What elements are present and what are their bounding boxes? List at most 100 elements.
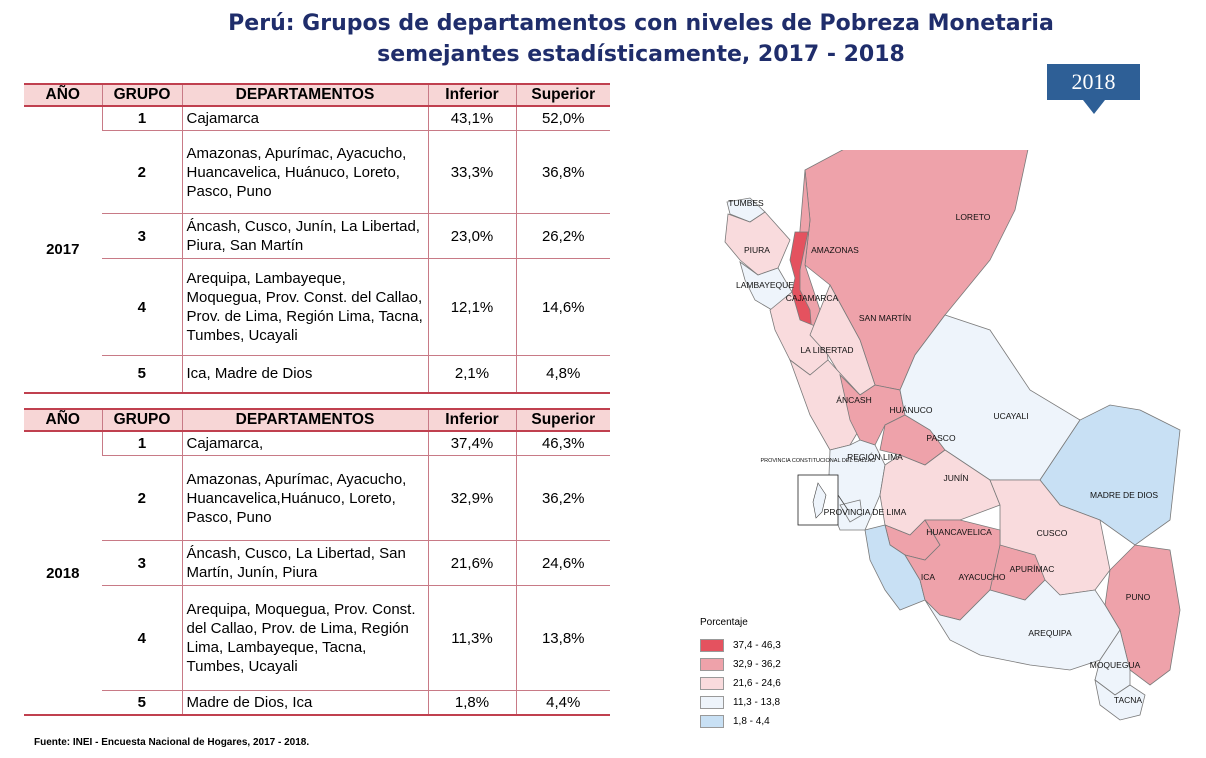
poverty-table-2017: AÑO GRUPO DEPARTAMENTOS Inferior Superio… bbox=[24, 83, 610, 394]
upper-cell: 13,8% bbox=[515, 585, 610, 691]
upper-cell: 52,0% bbox=[515, 106, 610, 131]
group-cell: 5 bbox=[102, 355, 182, 394]
region-tacna bbox=[1094, 679, 1146, 721]
lower-cell: 33,3% bbox=[427, 130, 516, 214]
map-label-apurimac: APURÍMAC bbox=[1010, 564, 1055, 574]
group-cell: 2 bbox=[102, 130, 182, 214]
map-label-ica: ICA bbox=[921, 572, 936, 582]
group-cell: 5 bbox=[102, 690, 182, 716]
upper-cell: 14,6% bbox=[515, 258, 610, 356]
table-row: 4 Arequipa, Moquegua, Prov. Const. del C… bbox=[24, 585, 610, 691]
table-row: 2017 1 Cajamarca 43,1% 52,0% bbox=[24, 106, 610, 394]
table-row: 4 Arequipa, Lambayeque, Moquegua, Prov. … bbox=[24, 258, 610, 356]
map-label-huancavelica: HUANCAVELICA bbox=[926, 527, 992, 537]
map-label-pasco: PASCO bbox=[926, 433, 956, 443]
group-cell: 1 bbox=[101, 431, 182, 456]
peru-poverty-map: PROVINCIA CONSTITUCIONAL DEL CALLAO TUMB… bbox=[724, 150, 1181, 721]
callao-label: PROVINCIA CONSTITUCIONAL DEL CALLAO bbox=[760, 458, 876, 464]
table-header-row: AÑO GRUPO DEPARTAMENTOS Inferior Superio… bbox=[24, 83, 610, 107]
legend-item: 1,8 - 4,4 bbox=[700, 712, 781, 731]
map-label-tumbes: TUMBES bbox=[728, 198, 764, 208]
map-label-junin: JUNÍN bbox=[943, 473, 968, 483]
legend-swatch bbox=[700, 696, 724, 709]
legend-label: 37,4 - 46,3 bbox=[733, 640, 781, 651]
group-cell: 4 bbox=[102, 258, 182, 356]
legend-item: 37,4 - 46,3 bbox=[700, 636, 781, 655]
upper-cell: 4,4% bbox=[515, 690, 610, 716]
lower-cell: 21,6% bbox=[427, 540, 516, 586]
table-row: 2018 1 Cajamarca, 37,4% 46,3% bbox=[24, 431, 610, 716]
map-label-loreto: LORETO bbox=[956, 212, 991, 222]
map-label-ancash: ÁNCASH bbox=[836, 395, 871, 405]
legend-title: Porcentaje bbox=[700, 617, 748, 628]
group-cell: 3 bbox=[102, 540, 182, 586]
departments-cell: Áncash, Cusco, Junín, La Libertad, Piura… bbox=[181, 213, 428, 259]
departments-cell: Madre de Dios, Ica bbox=[181, 690, 428, 716]
legend-swatch bbox=[700, 639, 724, 652]
region-junin bbox=[879, 449, 1001, 536]
legend-label: 32,9 - 36,2 bbox=[733, 659, 781, 670]
map-label-amazonas: AMAZONAS bbox=[811, 245, 859, 255]
table-row: 5 Ica, Madre de Dios 2,1% 4,8% bbox=[24, 355, 610, 394]
region-piura bbox=[724, 211, 791, 276]
header-departments: DEPARTAMENTOS bbox=[181, 408, 428, 432]
header-lower: Inferior bbox=[427, 408, 516, 432]
departments-cell: Cajamarca, bbox=[181, 431, 428, 456]
header-upper: Superior bbox=[515, 83, 610, 107]
region-arequipa bbox=[924, 579, 1121, 671]
map-label-san-martin: SAN MARTÍN bbox=[859, 313, 911, 323]
map-label-arequipa: AREQUIPA bbox=[1028, 628, 1072, 638]
down-arrow-icon bbox=[1083, 100, 1105, 114]
header-group: GRUPO bbox=[101, 83, 182, 107]
legend-item: 11,3 - 13,8 bbox=[700, 693, 781, 712]
page-title: Perú: Grupos de departamentos con nivele… bbox=[0, 8, 1206, 70]
map-label-la-libertad: LA LIBERTAD bbox=[800, 345, 853, 355]
table-row: 2 Amazonas, Apurímac, Ayacucho, Huancave… bbox=[24, 455, 610, 541]
map-label-tacna: TACNA bbox=[1114, 695, 1143, 705]
group-cell: 4 bbox=[102, 585, 182, 691]
table-row: 5 Madre de Dios, Ica 1,8% 4,4% bbox=[24, 690, 610, 716]
map-label-ucayali: UCAYALI bbox=[993, 411, 1028, 421]
header-group: GRUPO bbox=[101, 408, 182, 432]
map-label-lambayeque: LAMBAYEQUE bbox=[736, 280, 794, 290]
title-line-1: Perú: Grupos de departamentos con nivele… bbox=[228, 11, 1054, 36]
lower-cell: 32,9% bbox=[427, 455, 516, 541]
departments-cell: Ica, Madre de Dios bbox=[181, 355, 428, 394]
legend-swatch bbox=[700, 715, 724, 728]
map-legend: Porcentaje 37,4 - 46,3 32,9 - 36,2 21,6 … bbox=[700, 617, 781, 731]
map-label-puno: PUNO bbox=[1126, 592, 1151, 602]
map-label-region-lima: REGIÓN LIMA bbox=[847, 452, 903, 462]
title-line-2: semejantes estadísticamente, 2017 - 2018 bbox=[377, 42, 905, 67]
header-lower: Inferior bbox=[427, 83, 516, 107]
legend-item: 32,9 - 36,2 bbox=[700, 655, 781, 674]
upper-cell: 36,8% bbox=[515, 130, 610, 214]
table-header-row: AÑO GRUPO DEPARTAMENTOS Inferior Superio… bbox=[24, 408, 610, 432]
upper-cell: 24,6% bbox=[515, 540, 610, 586]
lower-cell: 2,1% bbox=[427, 355, 516, 394]
departments-cell: Amazonas, Apurímac, Ayacucho, Huancaveli… bbox=[181, 455, 428, 541]
departments-cell: Cajamarca bbox=[181, 106, 428, 131]
legend-swatch bbox=[700, 658, 724, 671]
legend-item: 21,6 - 24,6 bbox=[700, 674, 781, 693]
map-label-cusco: CUSCO bbox=[1037, 528, 1068, 538]
header-upper: Superior bbox=[515, 408, 610, 432]
header-year: AÑO bbox=[24, 83, 102, 107]
map-label-piura: PIURA bbox=[744, 245, 770, 255]
table-row: 3 Áncash, Cusco, Junín, La Libertad, Piu… bbox=[24, 213, 610, 259]
header-departments: DEPARTAMENTOS bbox=[181, 83, 428, 107]
upper-cell: 36,2% bbox=[515, 455, 610, 541]
map-label-cajamarca: CAJAMARCA bbox=[786, 293, 839, 303]
lower-cell: 1,8% bbox=[427, 690, 516, 716]
map-label-moquegua: MOQUEGUA bbox=[1090, 660, 1141, 670]
map-label-huanuco: HUÁNUCO bbox=[890, 405, 933, 415]
departments-cell: Arequipa, Lambayeque, Moquegua, Prov. Co… bbox=[181, 258, 428, 356]
year-cell: 2018 bbox=[24, 431, 102, 716]
lower-cell: 11,3% bbox=[427, 585, 516, 691]
group-cell: 3 bbox=[102, 213, 182, 259]
map-year-badge: 2018 bbox=[1047, 64, 1140, 100]
upper-cell: 46,3% bbox=[515, 431, 610, 456]
legend-swatch bbox=[700, 677, 724, 690]
legend-label: 21,6 - 24,6 bbox=[733, 678, 781, 689]
departments-cell: Arequipa, Moquegua, Prov. Const. del Cal… bbox=[181, 585, 428, 691]
lower-cell: 12,1% bbox=[427, 258, 516, 356]
